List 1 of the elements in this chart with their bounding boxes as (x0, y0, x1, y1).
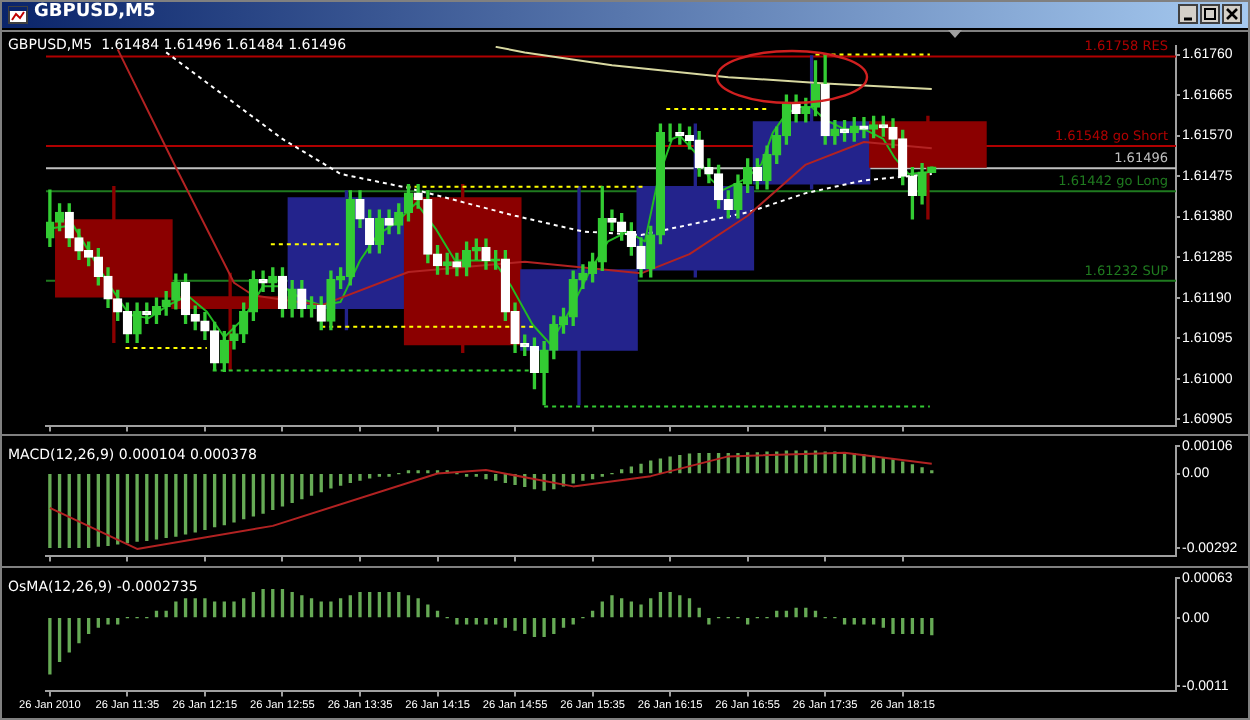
chart-title: GBPUSD,M5 (34, 2, 156, 26)
